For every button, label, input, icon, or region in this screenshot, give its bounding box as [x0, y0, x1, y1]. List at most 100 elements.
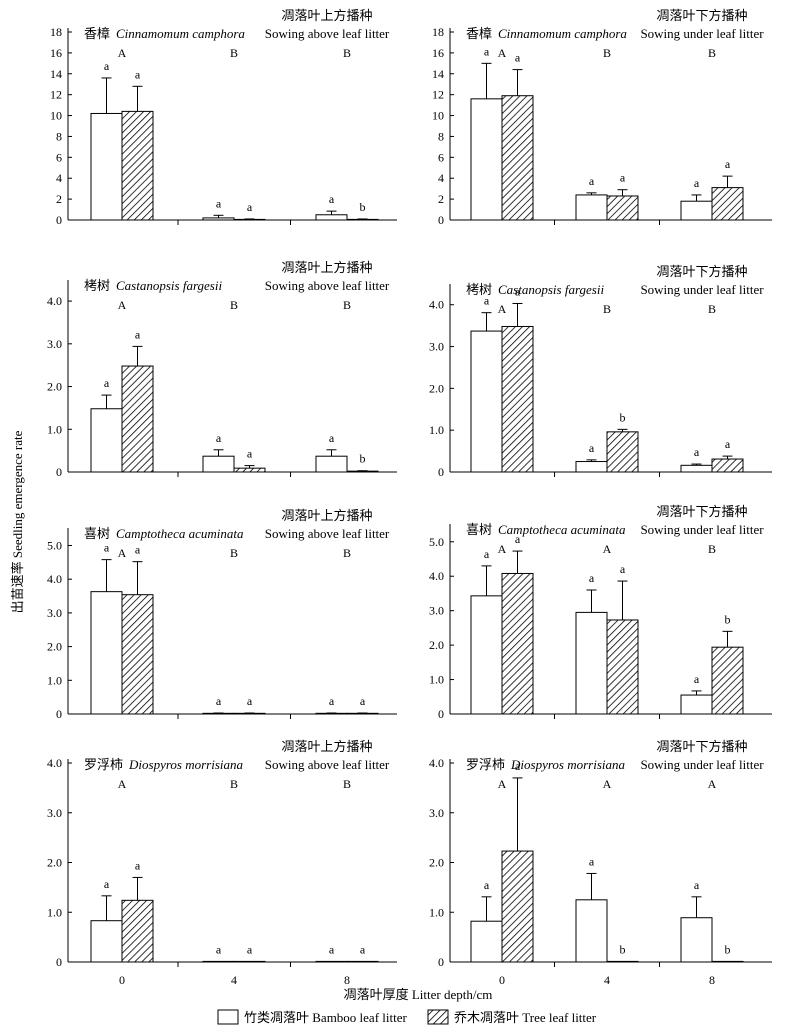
y-tick-label: 16 [50, 46, 62, 60]
species-latin: Camptotheca acuminata [498, 522, 626, 537]
bar-bamboo [575, 899, 608, 963]
bar-letter: a [620, 562, 626, 576]
bar-letter: a [694, 445, 700, 459]
species-chinese: 罗浮柿 [84, 757, 123, 772]
bar-letter: a [329, 694, 335, 708]
y-tick-label: 1.0 [429, 905, 444, 919]
bar-bamboo [470, 98, 503, 221]
group-letter: A [498, 542, 507, 556]
panel-title: 喜树 Camptotheca acuminata [84, 526, 244, 541]
group-letter: A [118, 46, 127, 60]
y-tick-label: 0 [56, 465, 62, 479]
treatment-label-cn: 凋落叶下方播种 [656, 8, 747, 23]
bar-tree [121, 594, 154, 715]
y-tick-label: 18 [432, 25, 444, 39]
group-letter: A [118, 546, 127, 560]
bar-tree [711, 960, 744, 963]
y-tick-label: 1.0 [47, 422, 62, 436]
bar-bamboo [680, 464, 713, 473]
group-letter: A [498, 777, 507, 791]
treatment-label-cn: 凋落叶上方播种 [281, 739, 372, 754]
y-tick-label: 4.0 [47, 294, 62, 308]
bar-letter: a [247, 694, 253, 708]
bar-letter: a [135, 67, 141, 81]
y-tick-label: 12 [50, 88, 62, 102]
panel-7: 0 1.0 2.0 3.0 4.0 0 4 8 罗浮柿 Diospyros morrisiana 凋… [47, 739, 397, 987]
y-tick-label: 2.0 [47, 640, 62, 654]
bar-bamboo [470, 595, 503, 715]
y-tick-label: 8 [56, 129, 62, 143]
y-tick-label: 10 [50, 109, 62, 123]
species-chinese: 罗浮柿 [466, 757, 505, 772]
bar-tree [711, 646, 744, 715]
bar-tree [606, 619, 639, 715]
y-tick-label: 2.0 [47, 380, 62, 394]
bar-letter: a [694, 878, 700, 892]
bar-letter: b [620, 410, 626, 424]
bar-bamboo [315, 960, 348, 963]
bar-tree [501, 325, 534, 473]
y-tick-label: 0 [438, 213, 444, 227]
treatment-label-en: Sowing above leaf litter [265, 526, 390, 541]
bar-letter: b [620, 942, 626, 956]
legend-label-bamboo: 竹类凋落叶 Bamboo leaf litter [244, 1010, 408, 1025]
y-tick-label: 3.0 [429, 806, 444, 820]
y-tick-label: 3.0 [429, 340, 444, 354]
group-letter: A [118, 777, 127, 791]
bar-bamboo [202, 960, 235, 963]
bar-letter: a [216, 196, 222, 210]
treatment-label-en: Sowing above leaf litter [265, 26, 390, 41]
bar-bamboo [90, 112, 123, 221]
bar-letter: a [620, 171, 626, 185]
group-letter: B [708, 302, 716, 316]
group-letter: B [603, 46, 611, 60]
bar-letter: b [725, 942, 731, 956]
y-tick-label: 6 [438, 150, 444, 164]
bar-tree [346, 470, 379, 473]
treatment-label-en: Sowing above leaf litter [265, 278, 390, 293]
bar-bamboo [680, 200, 713, 221]
y-tick-label: 1.0 [429, 673, 444, 687]
bar-letter: a [589, 571, 595, 585]
panel-8: 0 1.0 2.0 3.0 4.0 0 4 8 罗浮柿 Diospyros morrisiana 凋… [429, 739, 772, 987]
legend: 竹类凋落叶 Bamboo leaf litter 乔木凋落叶 Tree leaf… [217, 1009, 597, 1025]
treatment-label-en: Sowing under leaf litter [640, 757, 764, 772]
y-tick-label: 14 [50, 67, 62, 81]
panel-title: 栲树 Castanopsis fargesii [466, 282, 604, 297]
bar-bamboo [680, 917, 713, 963]
y-tick-label: 0 [56, 955, 62, 969]
bar-bamboo [90, 408, 123, 473]
species-chinese: 栲树 [84, 278, 110, 293]
group-letter: A [603, 777, 612, 791]
y-tick-label: 0 [438, 955, 444, 969]
y-tick-label: 8 [438, 129, 444, 143]
y-tick-label: 4 [438, 171, 444, 185]
y-axis-label: 出苗速率 Seedling emergence rate [10, 430, 25, 613]
bar-tree [121, 899, 154, 963]
species-chinese: 香樟 [84, 26, 110, 41]
panel-title: 香樟 Cinnamomum camphora [466, 26, 627, 41]
bar-letter: a [725, 437, 731, 451]
bar-letter: a [360, 694, 366, 708]
y-tick-label: 2 [56, 192, 62, 206]
bar-tree [606, 431, 639, 473]
y-tick-label: 1.0 [47, 673, 62, 687]
treatment-label-en: Sowing above leaf litter [265, 757, 390, 772]
bar-letter: a [135, 327, 141, 341]
bar-bamboo [315, 455, 348, 473]
bar-letter: a [589, 174, 595, 188]
y-tick-label: 0 [438, 465, 444, 479]
y-tick-label: 10 [432, 109, 444, 123]
bar-letter: a [515, 759, 521, 773]
group-letter: B [343, 546, 351, 560]
y-tick-label: 3.0 [47, 806, 62, 820]
group-letter: B [708, 542, 716, 556]
treatment-label-en: Sowing under leaf litter [640, 522, 764, 537]
group-letter: A [118, 298, 127, 312]
x-axis-label: 凋落叶厚度 Litter depth/cm [344, 987, 493, 1002]
y-tick-label: 2.0 [429, 381, 444, 395]
bar-letter: a [329, 942, 335, 956]
panel-2: 0 2 4 6 8 10 12 14 16 18 香樟 Cinnamomum camphora 凋落叶下… [432, 8, 772, 227]
bar-tree [233, 467, 266, 473]
bar-tree [121, 365, 154, 473]
